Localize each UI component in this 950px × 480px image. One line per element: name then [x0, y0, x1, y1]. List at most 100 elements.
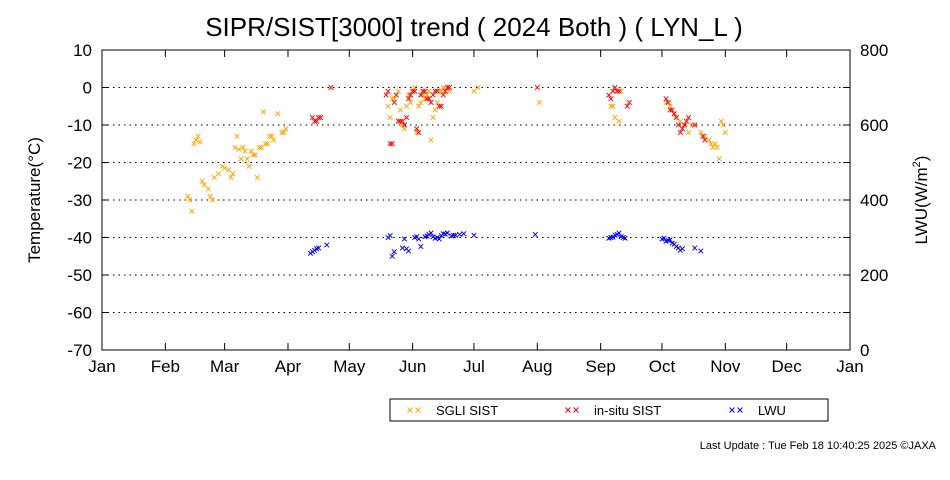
data-point: [416, 129, 422, 136]
data-point: [440, 92, 446, 98]
chart-title: SIPR/SIST[3000] trend ( 2024 Both ) ( LY…: [205, 12, 743, 42]
data-point: [315, 245, 322, 251]
data-point: [252, 152, 258, 158]
data-point: [432, 88, 438, 94]
data-point: [391, 99, 397, 106]
data-point: [608, 96, 614, 102]
data-point: [228, 174, 234, 181]
data-point: [260, 109, 267, 115]
data-point: [698, 248, 704, 254]
data-point: [428, 230, 434, 236]
data-point: [383, 92, 389, 98]
data-point: [226, 167, 232, 173]
data-point: [677, 129, 684, 136]
data-point: [430, 114, 436, 121]
x-tick-label: Sep: [586, 357, 616, 376]
data-point: [221, 165, 228, 171]
data-point: [191, 141, 197, 147]
data-point: [434, 88, 440, 94]
data-point: [256, 144, 263, 151]
data-point: [189, 208, 195, 214]
y-tick-label: 10: [73, 41, 92, 60]
data-point: [708, 141, 714, 147]
data-point: [387, 141, 393, 147]
data-point: [328, 84, 334, 91]
data-point: [618, 88, 624, 94]
data-point: [471, 232, 477, 238]
x-tick-label: Apr: [275, 357, 302, 376]
data-point: [722, 129, 728, 136]
y-tick-label: -50: [67, 266, 92, 285]
data-point: [430, 92, 436, 98]
x-tick-label: Jan: [836, 357, 863, 376]
y-tick-label: -10: [67, 116, 92, 135]
data-point: [240, 144, 246, 151]
x-tick-label: Mar: [210, 357, 240, 376]
data-point: [387, 114, 393, 121]
data-point: [720, 122, 726, 128]
data-point: [614, 88, 620, 94]
y2-axis-label-main: LWU(W/m: [912, 167, 931, 244]
data-point: [412, 88, 418, 94]
data-point: [389, 96, 395, 102]
data-point: [385, 103, 391, 109]
y-tick-label: -30: [67, 191, 92, 210]
data-point: [700, 133, 706, 139]
x-tick-label: Oct: [649, 357, 676, 376]
data-point: [461, 231, 467, 237]
x-tick-label: Dec: [772, 357, 803, 376]
data-point: [268, 133, 275, 139]
data-point: [712, 141, 718, 147]
y2-axis-label-end: ): [912, 156, 931, 162]
data-point: [242, 148, 248, 154]
data-point: [397, 118, 404, 124]
data-point: [677, 118, 684, 124]
data-point: [438, 88, 444, 94]
data-point: [420, 88, 426, 94]
y-tick-label: -60: [67, 304, 92, 323]
data-point: [714, 144, 720, 151]
data-point: [685, 129, 692, 136]
data-point: [440, 84, 446, 91]
data-point: [612, 84, 618, 91]
data-point: [450, 232, 457, 238]
data-point: [436, 88, 442, 94]
y2-tick-label: 800: [860, 41, 888, 60]
data-point: [532, 231, 538, 238]
x-tick-label: Jan: [88, 357, 115, 376]
y2-tick-label: 400: [860, 191, 888, 210]
y-tick-label: 0: [83, 79, 92, 98]
data-point: [234, 133, 240, 139]
data-point: [271, 137, 277, 143]
data-point: [436, 103, 442, 109]
legend-marker: [565, 407, 571, 413]
data-point: [418, 99, 424, 106]
data-point: [236, 146, 242, 153]
data-point: [407, 99, 414, 106]
y2-axis-label: LWU(W/m2): [911, 156, 931, 245]
data-point: [616, 88, 622, 94]
data-point: [424, 96, 430, 102]
y2-tick-label: 200: [860, 266, 888, 285]
data-point: [416, 236, 422, 242]
data-point: [612, 114, 618, 121]
data-point: [407, 92, 414, 98]
data-point: [436, 236, 442, 242]
data-point: [606, 92, 612, 98]
x-tick-label: Nov: [710, 357, 741, 376]
data-point: [248, 148, 254, 154]
data-point: [667, 237, 673, 243]
data-point: [438, 103, 444, 109]
legend-label: LWU: [758, 403, 786, 418]
data-point: [409, 88, 416, 94]
data-point: [534, 84, 540, 91]
x-tick-label: Jul: [463, 357, 485, 376]
data-point: [626, 99, 632, 106]
data-point: [622, 235, 628, 241]
data-point: [426, 88, 432, 94]
data-point: [395, 88, 401, 94]
data-point: [185, 193, 191, 199]
data-point: [671, 111, 677, 117]
legend-frame: [389, 398, 829, 422]
data-point: [675, 122, 681, 128]
